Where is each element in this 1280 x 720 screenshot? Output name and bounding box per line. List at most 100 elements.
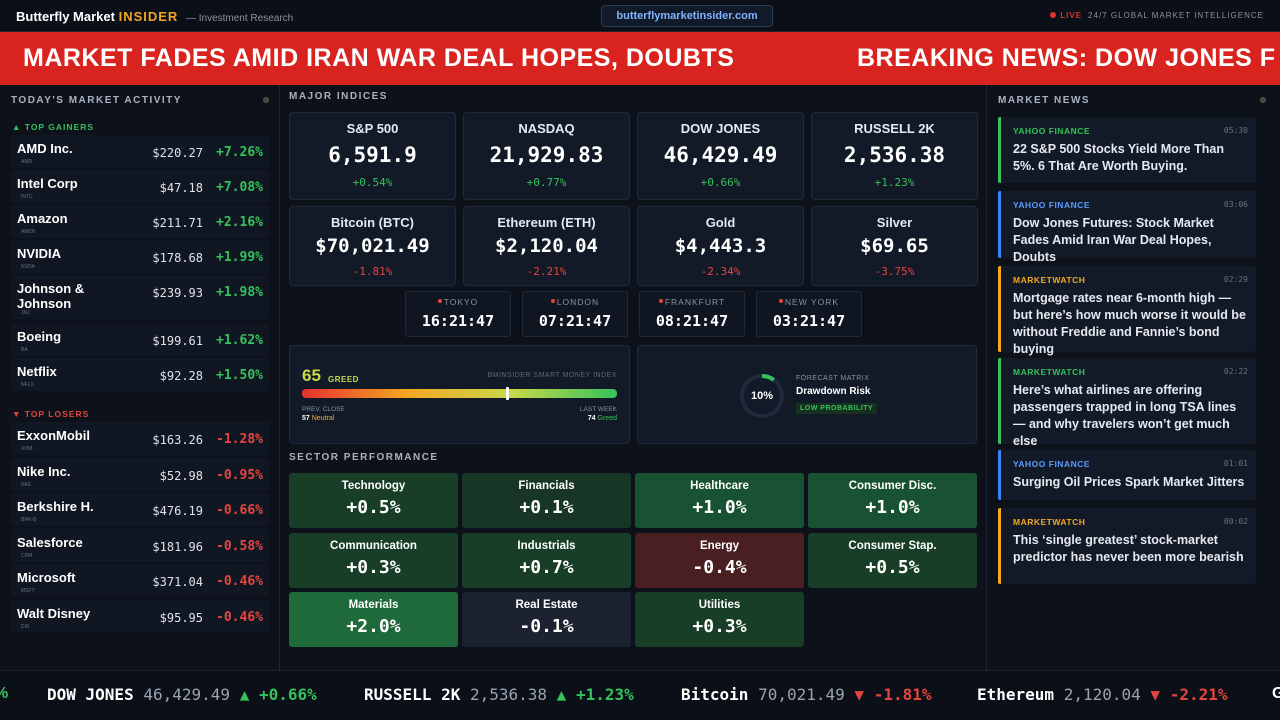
forecast-widget: 10% FORECAST MATRIX Drawdown Risk LOW PR… [637, 345, 977, 444]
sector-tile[interactable]: Healthcare +1.0% [635, 473, 804, 528]
stock-row[interactable]: Walt Disney DIS $95.95 -0.46% [11, 599, 269, 633]
prev-close-label: PREV. CLOSE [302, 406, 345, 413]
banner-next-headline: BREAKING NEWS: DOW JONES F [857, 44, 1276, 72]
stock-row[interactable]: AMD Inc. AMD $220.27 +7.26% [11, 135, 269, 168]
stock-row[interactable]: Netflix NFLX $92.28 +1.50% [11, 358, 269, 391]
stock-change: +1.98% [216, 285, 263, 300]
news-headline: Surging Oil Prices Spark Market Jitters [1013, 475, 1245, 489]
index-card[interactable]: Ethereum (ETH) $2,120.04 -2.21% [463, 206, 630, 286]
ticker-item[interactable]: RUSSELL 2K 2,536.38 ▲ +1.23% [364, 685, 634, 704]
stock-row[interactable]: Berkshire H. BRK-B $476.19 -0.66% [11, 493, 269, 526]
news-item[interactable]: MARKETWATCH 02:29 Mortgage rates near 6-mo… [998, 266, 1256, 356]
sector-tile[interactable]: Communication +0.3% [289, 532, 458, 588]
status-dot-icon [263, 97, 269, 103]
clock-city: FRANKFURT [640, 297, 744, 307]
gainers-label: ▲ TOP GAINERS [12, 122, 95, 132]
index-value: 46,429.49 [663, 143, 778, 167]
sector-value: +0.3% [692, 616, 747, 637]
status-dot-icon [1260, 97, 1266, 103]
index-name: S&P 500 [346, 121, 399, 136]
stock-row[interactable]: Boeing BA $199.61 +1.62% [11, 323, 269, 356]
stock-change: +7.08% [216, 180, 263, 195]
index-card[interactable]: Gold $4,443.3 -2.34% [637, 206, 804, 286]
sector-name: Real Estate [515, 599, 578, 611]
ticker-change: +0.66% [258, 685, 317, 704]
sector-tile[interactable]: Materials +2.0% [289, 592, 458, 647]
stock-name: Intel Corp [17, 176, 78, 191]
ticker-item[interactable]: DOW JONES 46,429.49 ▲ +0.66% [47, 685, 317, 704]
index-change: +0.66% [700, 176, 741, 189]
stock-row[interactable]: Intel Corp INTC $47.18 +7.08% [11, 170, 269, 203]
live-label: LIVE [1060, 11, 1083, 20]
index-card[interactable]: NASDAQ 21,929.83 +0.77% [463, 112, 630, 200]
news-item[interactable]: YAHOO FINANCE 05:30 22 S&P 500 Stocks Yiel… [998, 117, 1256, 183]
ticker-arrow-icon: ▼ [854, 685, 865, 704]
stock-row[interactable]: Nike Inc. NKE $52.98 -0.95% [11, 457, 269, 491]
index-card[interactable]: Bitcoin (BTC) $70,021.49 -1.81% [289, 206, 456, 286]
stock-row[interactable]: Microsoft MSFT $371.04 -0.46% [11, 564, 269, 597]
sector-tile[interactable]: Consumer Disc. +1.0% [808, 473, 977, 528]
sector-tile[interactable]: Energy -0.4% [635, 532, 804, 588]
index-change: -1.81% [352, 265, 393, 278]
stock-change: +2.16% [216, 215, 263, 230]
sector-tile[interactable]: Financials +0.1% [462, 473, 631, 528]
sector-tile[interactable]: Consumer Stap. +0.5% [808, 532, 977, 588]
news-source: MARKETWATCH [1013, 517, 1086, 527]
index-name: Bitcoin (BTC) [330, 215, 415, 230]
stock-row[interactable]: Johnson & Johnson JNJ $239.93 +1.98% [11, 275, 269, 319]
index-change: +0.77% [526, 176, 567, 189]
world-clock: LONDON 07:21:47 [522, 291, 628, 337]
ticker-symbol: RUSSELL 2K [364, 685, 461, 704]
sector-tile[interactable]: Technology +0.5% [289, 473, 458, 528]
stock-change: +1.99% [216, 250, 263, 265]
sentiment-score: 65 [302, 366, 321, 385]
indices-title: MAJOR INDICES [289, 91, 388, 102]
clock-time: 16:21:47 [421, 312, 495, 330]
stock-row[interactable]: NVIDIA NVDA $178.68 +1.99% [11, 240, 269, 273]
clock-city: LONDON [523, 297, 627, 307]
clock-city-name: LONDON [556, 297, 600, 307]
ticker-item[interactable]: Bitcoin 70,021.49 ▼ -1.81% [681, 685, 932, 704]
sector-tile[interactable]: Real Estate -0.1% [462, 592, 631, 647]
world-clock: NEW YORK 03:21:47 [756, 291, 862, 337]
index-card[interactable]: DOW JONES 46,429.49 +0.66% [637, 112, 804, 200]
stock-ticker: NKE [21, 481, 32, 488]
news-item[interactable]: YAHOO FINANCE 03:06 Dow Jones Futures: Sto… [998, 191, 1256, 264]
stock-change: +7.26% [216, 145, 263, 160]
clock-dot-icon [778, 299, 783, 303]
sector-tile[interactable]: Industrials +0.7% [462, 532, 631, 588]
stock-ticker: DIS [21, 623, 30, 630]
sector-value: -0.1% [519, 616, 574, 637]
index-card[interactable]: S&P 500 6,591.9 +0.54% [289, 112, 456, 200]
news-item[interactable]: MARKETWATCH 02:22 Here’s what airlines are… [998, 358, 1256, 448]
stock-row[interactable]: ExxonMobil XOM $163.26 -1.28% [11, 422, 269, 455]
ticker-symbol: DOW JONES [47, 685, 134, 704]
center-panel: MAJOR INDICES S&P 500 6,591.9 +0.54% NASDAQ… [280, 85, 987, 670]
sector-tile[interactable]: Utilities +0.3% [635, 592, 804, 647]
news-item[interactable]: YAHOO FINANCE 01:01 Surging Oil Prices Spa… [998, 450, 1256, 500]
index-card[interactable]: Silver $69.65 -3.75% [811, 206, 978, 286]
stock-change: +1.62% [216, 333, 263, 348]
index-card[interactable]: RUSSELL 2K 2,536.38 +1.23% [811, 112, 978, 200]
news-headline: Dow Jones Futures: Stock Market Fades Am… [1013, 216, 1214, 264]
prev-close: 57 Neutral [302, 415, 335, 422]
ticker-change: +1.23% [575, 685, 634, 704]
clock-dot-icon [437, 299, 442, 303]
stock-price: $92.28 [159, 369, 203, 383]
stock-name: AMD Inc. [17, 141, 73, 156]
world-clock: TOKYO 16:21:47 [405, 291, 511, 337]
brand-logo[interactable]: Butterfly Market INSIDER — Investment Re… [16, 9, 293, 24]
ticker-value: 70,021.49 [758, 685, 845, 704]
stock-change: -0.46% [216, 574, 263, 589]
sector-name: Utilities [698, 599, 741, 611]
stock-price: $239.93 [152, 286, 203, 300]
clock-city-name: TOKYO [443, 297, 479, 307]
news-time: 02:29 [1223, 275, 1248, 284]
news-item[interactable]: MARKETWATCH 00:02 This ‘single greatest’ s… [998, 508, 1256, 584]
ticker-item[interactable]: Ethereum 2,120.04 ▼ -2.21% [977, 685, 1227, 704]
stock-row[interactable]: Amazon AMZN $211.71 +2.16% [11, 205, 269, 238]
site-url[interactable]: butterflymarketinsider.com [601, 5, 773, 27]
stock-row[interactable]: Salesforce CRM $181.96 -0.58% [11, 528, 269, 562]
clock-time: 07:21:47 [538, 312, 612, 330]
news-source: MARKETWATCH [1013, 367, 1086, 377]
